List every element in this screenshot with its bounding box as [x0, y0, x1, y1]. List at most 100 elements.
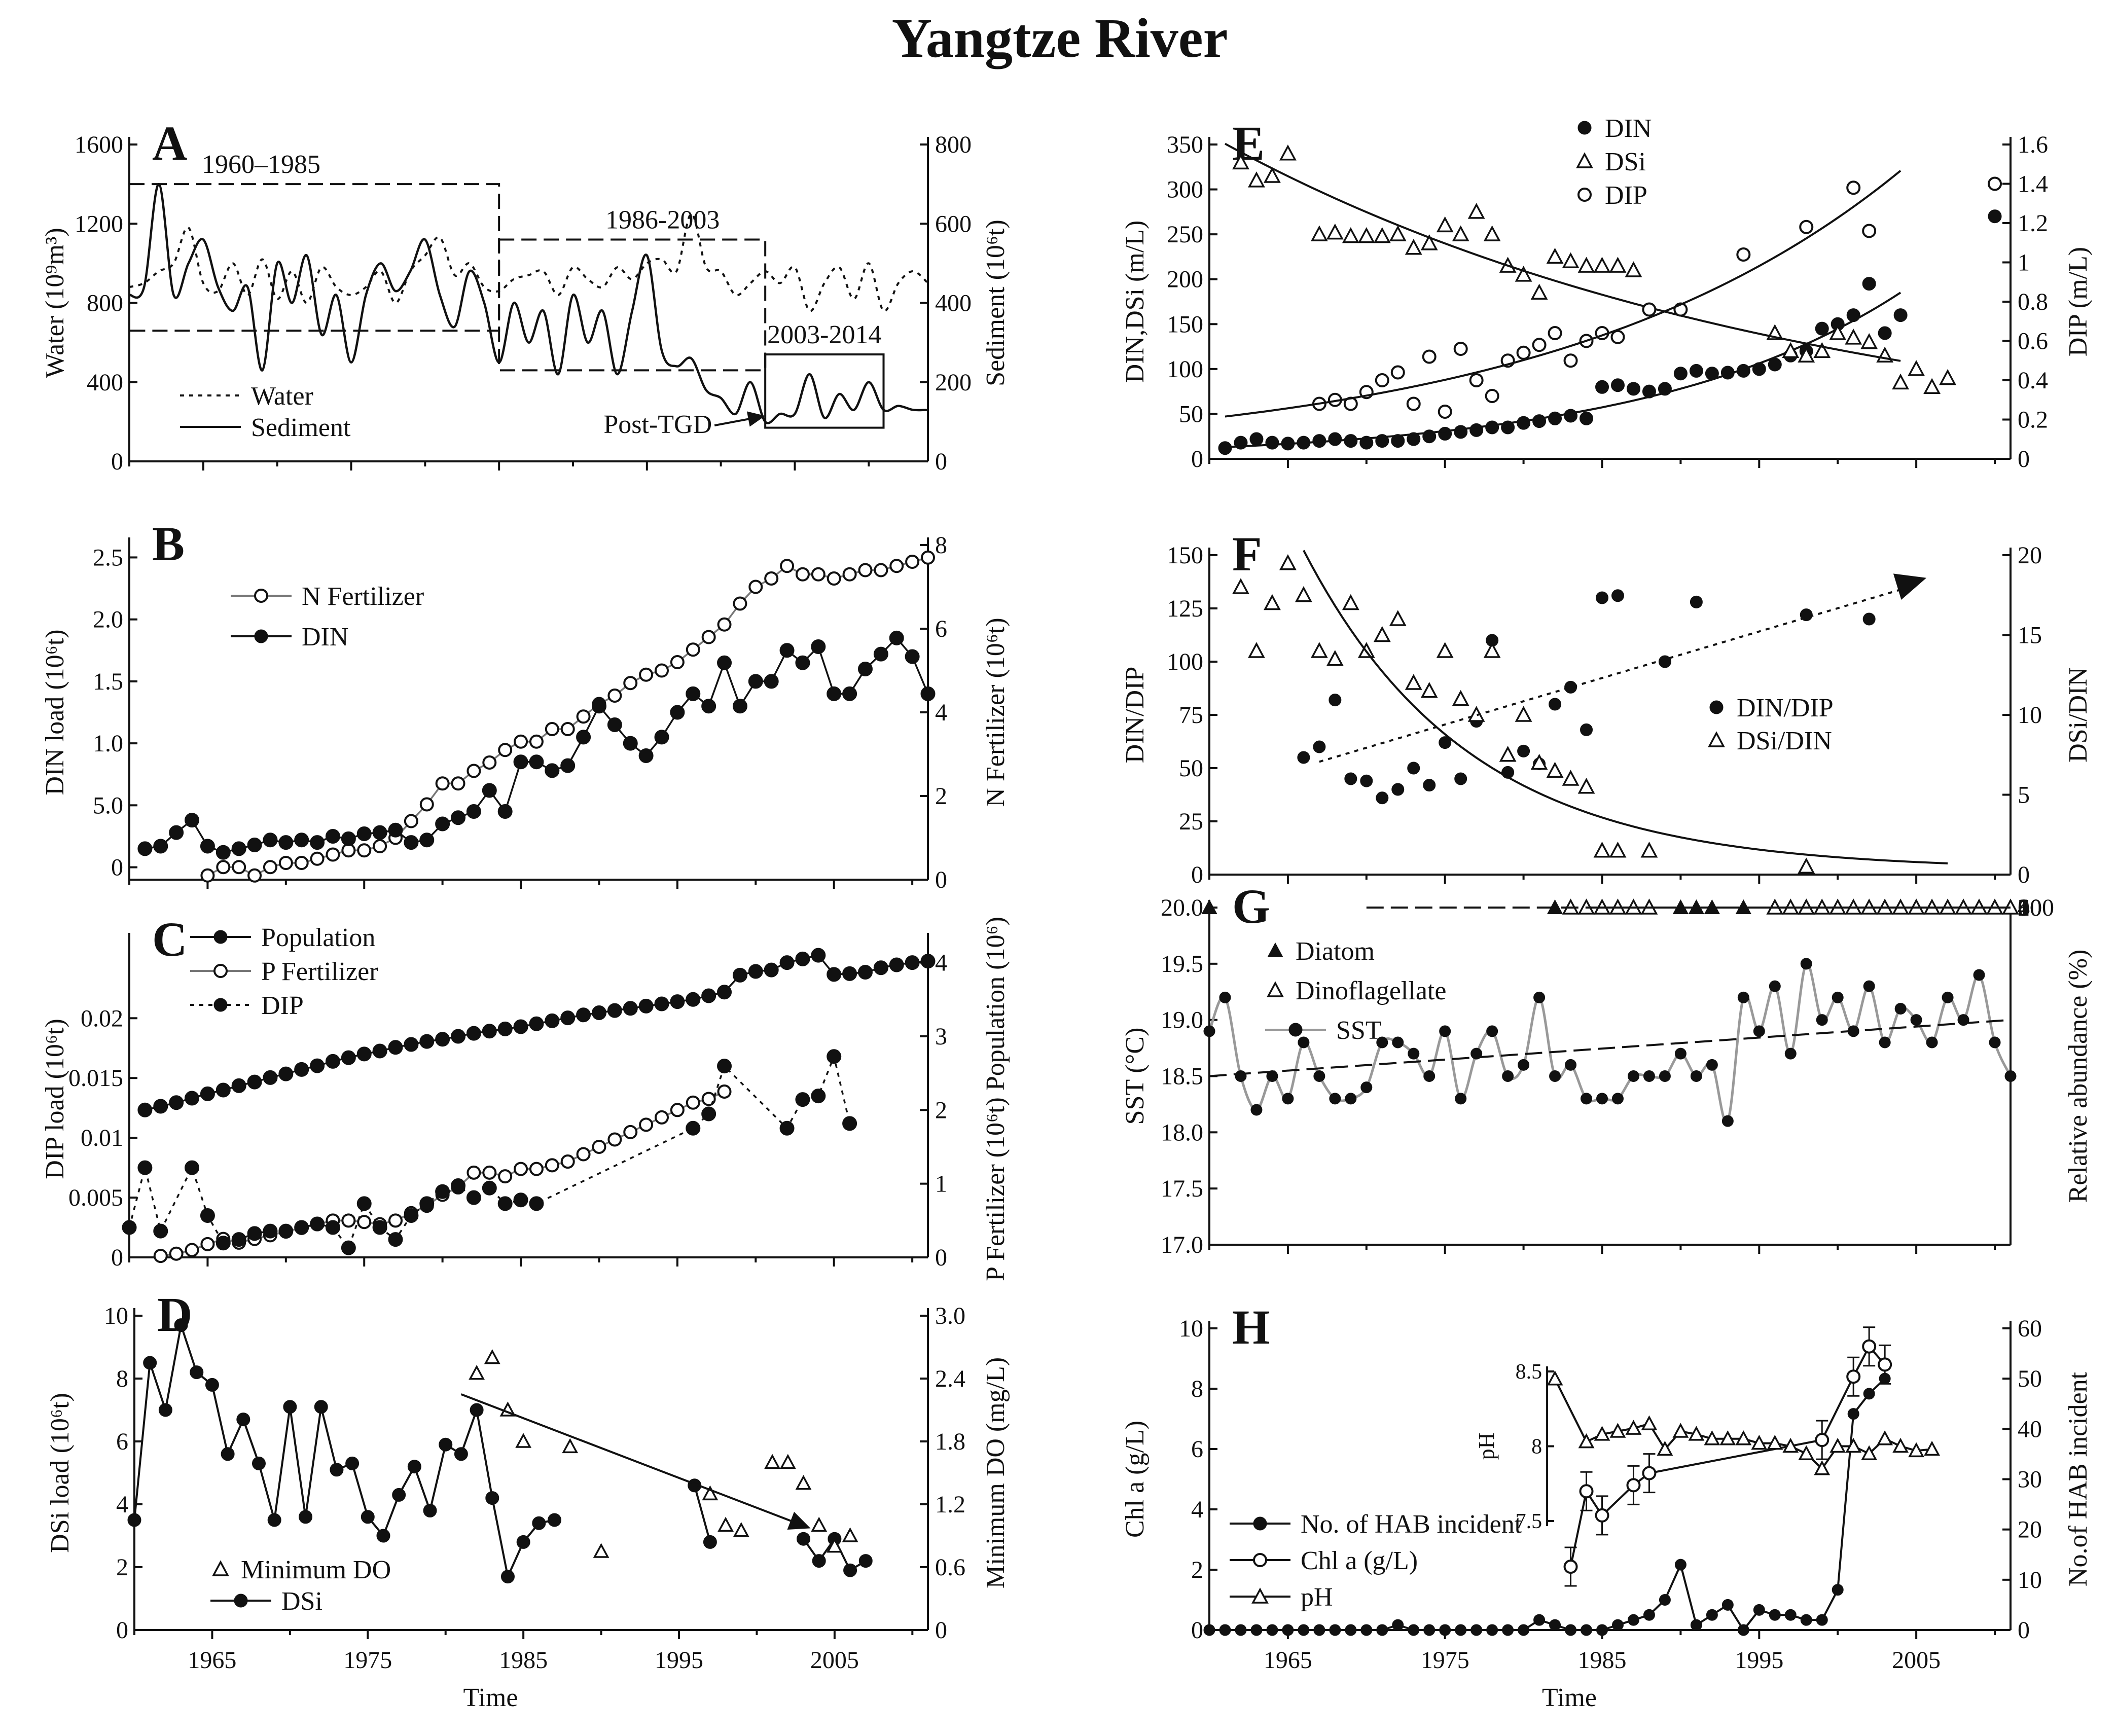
- x-tick-label: 1985: [1578, 1647, 1627, 1674]
- data-point: [200, 868, 215, 883]
- data-point: [278, 835, 294, 850]
- data-point: [513, 754, 528, 770]
- data-point: [325, 1220, 340, 1235]
- data-point: [733, 596, 747, 611]
- data-point: [1625, 261, 1642, 277]
- y2-tick-label: 30: [2018, 1466, 2042, 1493]
- data-point: [717, 985, 732, 1000]
- y2-tick-label: 0: [2018, 894, 2030, 921]
- data-point: [1784, 1609, 1797, 1621]
- data-point: [1580, 723, 1593, 736]
- y-tick-label: 10: [1179, 1315, 1203, 1342]
- y-tick-label: 1.0: [93, 730, 123, 757]
- trend-arrow-head: [787, 1511, 811, 1530]
- data-point: [655, 663, 669, 678]
- data-point: [1408, 1624, 1420, 1636]
- data-point: [1609, 1423, 1626, 1438]
- y-tick-label: 75: [1179, 702, 1203, 729]
- data-point: [1310, 225, 1328, 241]
- data-point: [1581, 1093, 1593, 1105]
- data-point: [122, 1220, 137, 1235]
- data-point: [1517, 744, 1530, 757]
- data-point: [1486, 1025, 1498, 1037]
- y-tick-label: 300: [1167, 176, 1203, 203]
- data-point: [127, 1513, 141, 1527]
- post-tgd-label: Post-TGD: [603, 410, 712, 439]
- data-point: [294, 833, 309, 848]
- legend-item: Diatom: [1267, 937, 1375, 966]
- data-point: [1530, 753, 1548, 770]
- data-point: [1439, 736, 1452, 749]
- data-point: [500, 1570, 515, 1584]
- data-point: [1829, 1437, 1846, 1453]
- data-point: [1373, 626, 1391, 642]
- data-point: [1329, 694, 1342, 707]
- data-point: [1295, 586, 1312, 602]
- x-tick-label: 2005: [1892, 1647, 1941, 1674]
- data-point: [654, 730, 669, 745]
- legend-item: DSi: [1576, 148, 1646, 176]
- series-sediment: [128, 183, 928, 424]
- data-point: [200, 1086, 215, 1101]
- data-point: [169, 825, 184, 840]
- y-tick-label: 400: [87, 369, 123, 396]
- data-point: [842, 686, 857, 701]
- data-point: [1596, 1093, 1608, 1105]
- trend-arrow: [460, 1393, 799, 1525]
- legend-item: P Fertilizer: [190, 957, 378, 986]
- legend-label: Sediment: [251, 413, 351, 442]
- data-point: [1232, 153, 1249, 170]
- data-point: [1279, 554, 1297, 570]
- y-tick-label: 0: [111, 1244, 123, 1271]
- data-point: [1689, 364, 1703, 378]
- data-point: [1892, 1437, 1909, 1453]
- data-point: [1455, 1624, 1467, 1636]
- data-point: [1423, 779, 1436, 792]
- y-tick-label: 10: [104, 1303, 128, 1329]
- y2-tick-label: 0.8: [2018, 288, 2048, 315]
- data-point: [1391, 783, 1405, 796]
- y-tick-label: 0.005: [68, 1184, 123, 1211]
- data-point: [1847, 1408, 1859, 1420]
- data-point: [231, 841, 246, 856]
- y2-tick-label: 60: [2018, 1315, 2042, 1342]
- data-point: [1455, 1093, 1467, 1105]
- y-tick-label: 2.0: [93, 606, 123, 633]
- data-point: [341, 1050, 356, 1065]
- data-point: [857, 661, 873, 676]
- y2-tick-label: 0: [2018, 861, 2030, 888]
- data-point: [686, 992, 701, 1007]
- data-point: [797, 1532, 811, 1546]
- data-point: [1483, 642, 1501, 658]
- series-chl-a: [1563, 1326, 1892, 1587]
- data-point: [639, 667, 654, 682]
- data-point: [515, 1433, 532, 1448]
- data-point: [732, 967, 747, 983]
- series-n-fertilizer: [200, 550, 935, 883]
- series-dsi-din: [1232, 554, 1815, 874]
- data-point: [1659, 1594, 1671, 1606]
- data-point: [874, 563, 888, 577]
- data-point: [1235, 1624, 1247, 1636]
- inset-ph-title: pH: [1474, 1433, 1499, 1460]
- data-point: [1565, 1059, 1577, 1071]
- data-point: [701, 988, 716, 1003]
- data-point: [247, 838, 262, 853]
- data-point: [435, 1032, 450, 1047]
- y2-tick-label: 1.8: [935, 1428, 965, 1455]
- y-tick-label: 6: [1191, 1436, 1203, 1463]
- data-point: [1863, 1388, 1875, 1400]
- data-point: [1532, 338, 1547, 352]
- data-point: [1721, 1599, 1734, 1611]
- y2-tick-label: 0.6: [2018, 328, 2048, 355]
- data-point: [764, 962, 779, 978]
- y-axis-title: DIN load (10⁶t): [41, 629, 69, 795]
- data-point: [1329, 1093, 1341, 1105]
- data-point: [1753, 1025, 1765, 1037]
- legend-marker: [213, 964, 228, 978]
- panel-letter: D: [157, 1287, 192, 1342]
- data-point: [1894, 1003, 1907, 1015]
- data-point: [1310, 642, 1328, 658]
- data-point: [748, 580, 763, 594]
- data-point: [153, 1223, 168, 1239]
